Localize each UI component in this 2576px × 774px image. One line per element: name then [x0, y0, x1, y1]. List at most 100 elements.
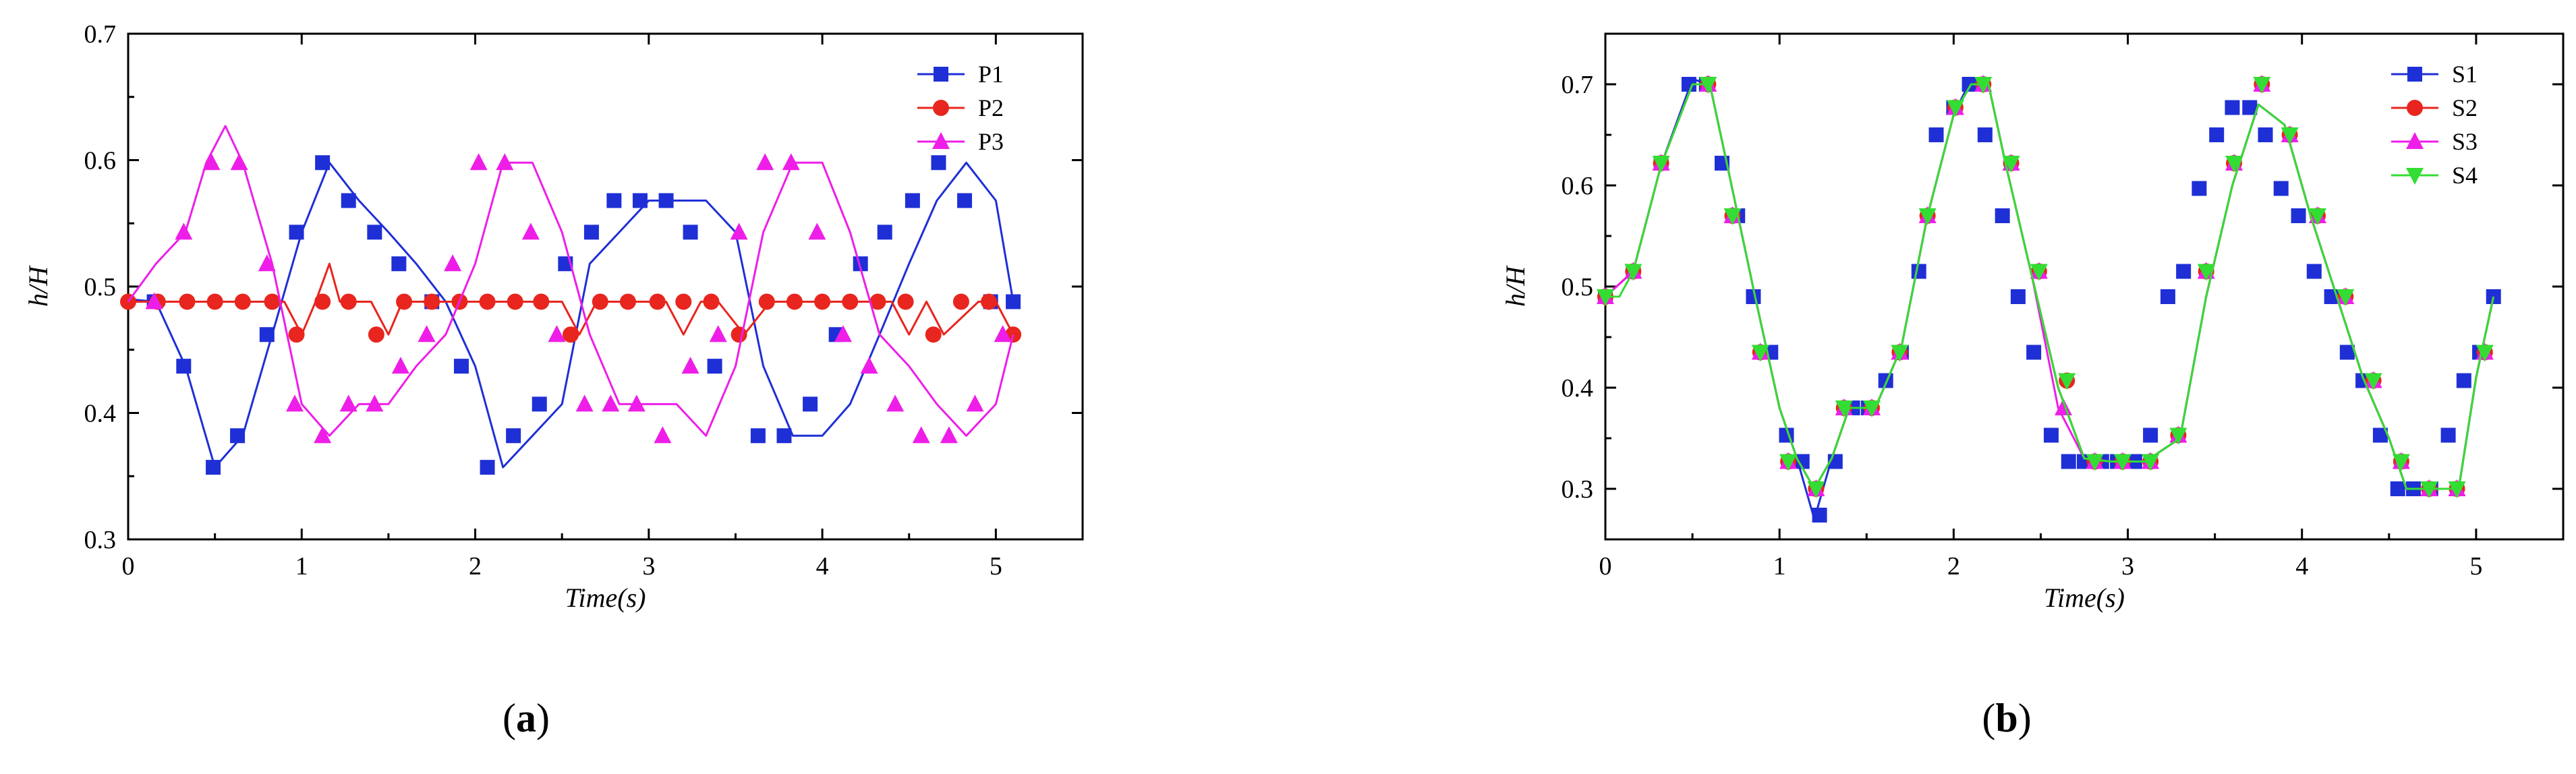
data-point-P1 [877, 225, 892, 240]
legend-marker-S3 [2406, 132, 2424, 149]
data-point-P1 [230, 428, 246, 444]
series-P2 [120, 262, 1022, 343]
data-point-P3 [258, 254, 276, 272]
data-point-P3 [339, 394, 357, 412]
data-point-S1 [2143, 427, 2158, 443]
data-point-P3 [202, 153, 221, 171]
data-point-P1 [289, 225, 304, 240]
panel-label: (b) [1982, 696, 2031, 740]
legend-marker-P2 [933, 100, 949, 116]
legend-label-S1: S1 [2452, 61, 2478, 88]
data-point-P2 [675, 293, 692, 310]
y-tick-label: 0.7 [1562, 71, 1594, 99]
data-point-P2 [703, 293, 720, 310]
data-point-P2 [424, 293, 440, 310]
data-point-P2 [925, 326, 942, 343]
data-point-P2 [206, 293, 223, 310]
data-point-P3 [940, 426, 958, 444]
data-point-P3 [285, 394, 304, 412]
data-point-P3 [444, 254, 462, 272]
data-point-P1 [532, 396, 547, 412]
legend-label-P1: P1 [978, 61, 1004, 88]
legend-marker-S2 [2407, 100, 2423, 116]
data-point-P2 [288, 326, 305, 343]
data-point-S4 [1863, 400, 1881, 417]
data-point-P2 [368, 326, 384, 343]
data-point-S4 [2253, 77, 2271, 94]
data-point-S4 [2197, 264, 2215, 281]
data-point-S4 [2420, 481, 2438, 498]
legend-label-P2: P2 [978, 94, 1004, 121]
panel-label: (a) [503, 696, 550, 740]
data-point-P3 [834, 325, 852, 343]
data-point-S1 [2390, 481, 2405, 496]
data-point-P3 [469, 153, 488, 171]
legend-marker-S1 [2407, 67, 2422, 82]
data-point-P1 [206, 460, 221, 475]
data-point-P3 [966, 394, 984, 412]
data-point-S1 [1794, 454, 1810, 469]
legend-marker-P1 [934, 67, 948, 82]
x-tick-label: 0 [122, 552, 135, 580]
data-point-P1 [750, 428, 766, 444]
data-point-P2 [731, 326, 747, 343]
y-tick-label: 0.7 [84, 20, 117, 49]
data-point-S4 [2475, 345, 2494, 362]
data-point-P1 [315, 155, 331, 171]
legend-label-P3: P3 [978, 128, 1004, 155]
data-point-P3 [314, 426, 332, 444]
data-point-P2 [264, 293, 281, 310]
y-tick-label: 0.6 [84, 147, 117, 175]
data-point-P1 [341, 193, 356, 208]
chart-panel-a: 0 1 2 3 4 5 0.3 0.4 0.5 0.6 0.7 Time(s) h/H P1 P2 P3 (a) [23, 20, 1084, 740]
data-point-P2 [869, 293, 886, 310]
data-point-P3 [808, 222, 826, 240]
data-point-S4 [2058, 373, 2076, 390]
data-point-P2 [814, 293, 831, 310]
panel-label-open: ( [1982, 696, 1995, 740]
x-tick-label: 2 [469, 552, 482, 580]
data-point-P1 [506, 428, 521, 444]
data-point-S1 [2192, 181, 2207, 196]
data-point-P3 [681, 357, 699, 374]
y-tick-label: 0.3 [84, 526, 117, 554]
data-point-S4 [2002, 156, 2020, 173]
legend-label-S2: S2 [2452, 94, 2478, 121]
data-point-S4 [1974, 77, 1993, 94]
y-tick-label: 0.4 [84, 400, 117, 428]
data-point-P3 [912, 426, 930, 444]
series-S4 [1597, 77, 2495, 498]
data-point-S1 [2486, 289, 2501, 304]
y-tick-label: 0.4 [1562, 374, 1594, 403]
data-point-S1 [2061, 454, 2076, 469]
data-point-S4 [2113, 454, 2131, 471]
data-point-S1 [1977, 127, 1993, 142]
x-tick-label: 4 [2295, 552, 2308, 580]
data-point-P3 [230, 153, 248, 171]
data-point-S1 [2225, 100, 2240, 115]
data-point-S1 [1995, 208, 2010, 223]
chart-panel-b: 0 1 2 3 4 5 0.3 0.4 0.5 0.6 0.7 Time(s) h/H S1 S2 S3 S4 (… [1500, 32, 2565, 740]
data-point-P3 [602, 394, 620, 412]
data-point-P1 [453, 359, 469, 374]
data-point-S4 [1723, 208, 1742, 225]
x-tick-label: 3 [642, 552, 655, 580]
data-point-P1 [707, 359, 722, 374]
data-point-P2 [619, 293, 636, 310]
legend-label-S4: S4 [2452, 162, 2478, 189]
series-line-P3 [127, 125, 1014, 437]
panel-label-letter: a [516, 696, 536, 740]
data-point-P2 [314, 293, 331, 310]
y-tick-label: 0.6 [1562, 172, 1594, 200]
data-point-P3 [418, 325, 436, 343]
x-tick-label: 1 [1773, 552, 1786, 580]
data-point-S4 [2030, 264, 2048, 281]
data-point-P1 [931, 155, 946, 171]
data-point-P3 [175, 222, 193, 240]
data-point-S1 [2026, 345, 2042, 360]
y-axis-title: h/H [1500, 265, 1530, 307]
data-point-S1 [1928, 127, 1944, 142]
data-point-P2 [179, 293, 196, 310]
data-point-S4 [1779, 454, 1798, 471]
